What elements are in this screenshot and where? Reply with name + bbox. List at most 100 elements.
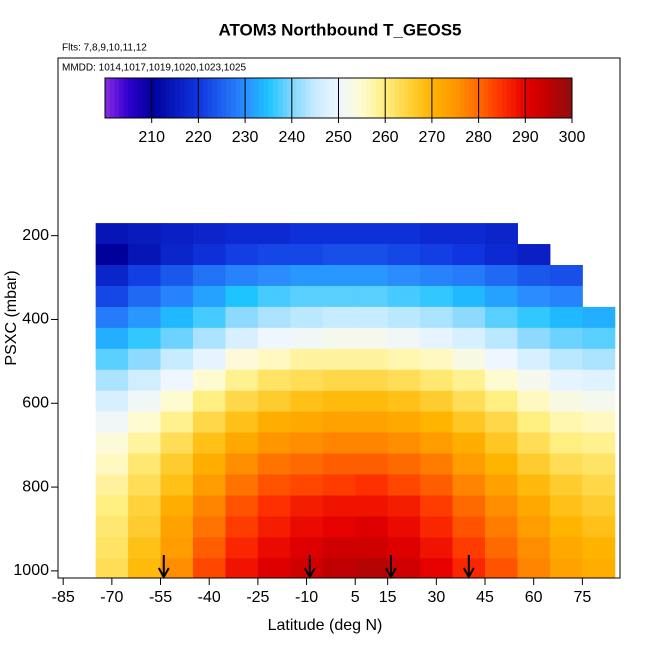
colorbar-tick-label: 300 <box>559 129 586 146</box>
colorbar-step <box>109 78 115 118</box>
colorbar-tick-label: 230 <box>232 129 259 146</box>
heat-cell <box>290 453 324 476</box>
heat-cell <box>582 411 616 434</box>
x-axis-label: Latitude (deg N) <box>268 617 383 634</box>
heat-cell <box>387 537 421 559</box>
heat-cell <box>128 558 162 578</box>
colorbar-tick-label: 270 <box>419 129 446 146</box>
heat-cell <box>485 327 518 350</box>
heat-cell <box>322 223 356 245</box>
colorbar-step <box>324 78 330 118</box>
arrow <box>157 555 170 580</box>
colorbar-step <box>221 78 227 118</box>
heat-cell <box>549 369 583 392</box>
x-tick-label: 5 <box>351 589 360 606</box>
heat-cell <box>290 285 324 308</box>
heat-cell <box>355 390 389 413</box>
arrow <box>303 555 316 580</box>
heat-cell <box>322 495 356 517</box>
heat-cell <box>95 306 129 329</box>
heat-cell <box>387 558 421 578</box>
heat-cell <box>485 223 518 245</box>
heat-cell <box>322 432 356 455</box>
heat-cell <box>517 558 551 578</box>
colorbar-step <box>511 78 517 118</box>
heat-cell <box>160 327 194 350</box>
colorbar-step <box>525 78 531 118</box>
heat-cell <box>290 327 324 350</box>
heat-cell <box>192 411 226 434</box>
heat-cell <box>387 495 421 517</box>
colorbar-step <box>184 78 190 118</box>
heat-cell <box>582 495 616 517</box>
colorbar-step <box>137 78 143 118</box>
colorbar-step <box>450 78 456 118</box>
heat-cell <box>95 369 129 392</box>
heat-cell <box>420 432 454 455</box>
x-tick-label: 15 <box>379 589 397 606</box>
colorbar-step <box>539 78 545 118</box>
heat-cell <box>517 453 551 476</box>
heat-cell <box>290 558 324 578</box>
colorbar-step <box>483 78 489 118</box>
colorbar-step <box>548 78 554 118</box>
colorbar-step <box>343 78 349 118</box>
heat-cell <box>582 537 616 559</box>
colorbar-step <box>123 78 129 118</box>
arrow-head <box>157 567 170 580</box>
heat-cell <box>387 348 421 371</box>
heat-cell <box>549 495 583 517</box>
heat-cell <box>420 285 454 308</box>
colorbar-step <box>408 78 414 118</box>
x-tick-label: -40 <box>198 589 221 606</box>
heat-cell <box>485 516 518 538</box>
heat-cell <box>387 432 421 455</box>
heat-cell <box>192 223 226 245</box>
colorbar-step <box>520 78 526 118</box>
heat-cell <box>257 390 291 413</box>
heat-cell <box>387 474 421 496</box>
heat-cell <box>420 348 454 371</box>
colorbar-step <box>403 78 410 118</box>
heat-cell <box>485 558 518 578</box>
heat-cell <box>160 516 194 538</box>
heat-cell <box>95 432 129 455</box>
colorbar-step <box>226 78 232 118</box>
heat-cell <box>582 516 616 538</box>
annotation: MMDD: 1014,1017,1019,1020,1023,1025 <box>62 63 246 74</box>
heat-cell <box>160 432 194 455</box>
x-tick-label: 75 <box>573 589 591 606</box>
heat-cell <box>257 558 291 578</box>
heat-cell <box>387 516 421 538</box>
heat-cell <box>452 516 486 538</box>
colorbar-step <box>385 78 391 118</box>
heat-cell <box>225 495 259 517</box>
heat-cell <box>290 244 324 266</box>
colorbar-step <box>291 78 297 118</box>
heat-cell <box>257 495 291 517</box>
heat-cell <box>549 327 583 350</box>
heat-cell <box>225 474 259 496</box>
colorbar-step <box>207 78 213 118</box>
heat-cell <box>485 369 518 392</box>
heat-cell <box>387 264 421 287</box>
heat-cell <box>420 390 454 413</box>
colorbar-tick-label: 210 <box>138 129 165 146</box>
heat-cell <box>128 306 162 329</box>
heat-cell <box>355 285 389 308</box>
heat-cell <box>290 516 324 538</box>
colorbar-step <box>142 78 148 118</box>
colorbar-step <box>193 78 199 118</box>
colorbar-step <box>497 78 503 118</box>
heat-cell <box>549 558 583 578</box>
colorbar-step <box>394 78 400 118</box>
heat-cell <box>420 306 454 329</box>
colorbar-step <box>562 78 568 118</box>
colorbar-step <box>366 78 372 118</box>
colorbar-step <box>156 78 162 118</box>
heat-cell <box>160 369 194 392</box>
heat-cell <box>452 306 486 329</box>
colorbar-step <box>119 78 125 118</box>
colorbar-step <box>133 78 139 118</box>
heat-cell <box>549 453 583 476</box>
